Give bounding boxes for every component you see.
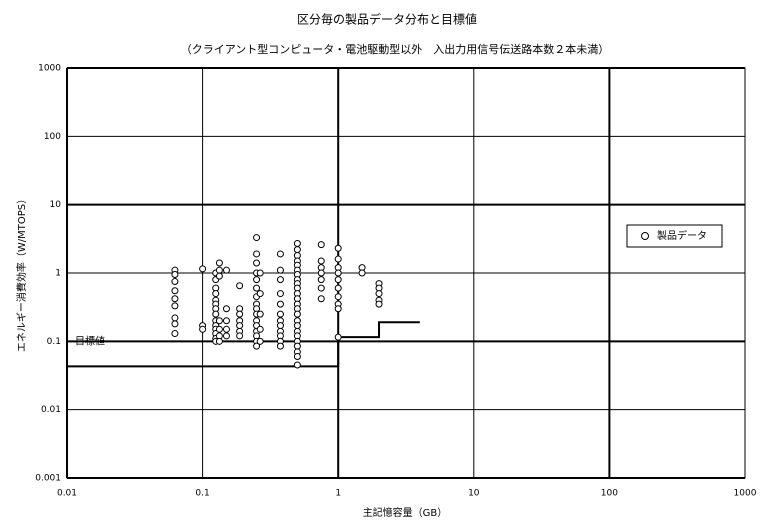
data-point [222, 325, 230, 333]
data-point [276, 300, 284, 308]
data-point [253, 342, 261, 350]
data-point [334, 284, 342, 292]
x-axis-title: 主記憶容量（GB） [363, 506, 448, 519]
data-point [276, 250, 284, 258]
data-point [215, 325, 223, 333]
x-tick-label: 1000 [734, 489, 757, 499]
data-point [253, 284, 261, 292]
x-tick-label: 10 [468, 489, 480, 499]
data-point [317, 276, 325, 284]
data-point [171, 278, 179, 286]
data-point [222, 305, 230, 313]
legend-marker [641, 232, 649, 240]
legend-box [626, 224, 723, 248]
data-point [215, 272, 223, 280]
data-point [276, 342, 284, 350]
data-point [317, 269, 325, 277]
data-point [212, 290, 220, 298]
target-label: 目標値 [75, 334, 105, 347]
data-point [293, 240, 301, 248]
data-point [236, 332, 244, 340]
data-point [171, 287, 179, 295]
data-point [293, 352, 301, 360]
y-tick-label: 0.1 [47, 337, 61, 347]
data-point [171, 271, 179, 279]
data-point [293, 322, 301, 330]
chart-title: 区分毎の製品データ分布と目標値 [297, 12, 477, 27]
data-point [171, 295, 179, 303]
chart-subtitle: （クライアント型コンピュータ・電池駆動型以外 入出力用信号伝送路本数２本未満） [181, 42, 610, 56]
data-point [293, 310, 301, 318]
data-point [276, 290, 284, 298]
data-point [293, 342, 301, 350]
y-tick-label: 100 [44, 132, 61, 142]
data-point [334, 244, 342, 252]
data-point [317, 295, 325, 303]
data-point [212, 310, 220, 318]
y-tick-label: 0.001 [35, 474, 61, 484]
data-point [215, 266, 223, 274]
data-point [253, 259, 261, 267]
data-point [276, 310, 284, 318]
y-tick-label: 1000 [38, 64, 61, 74]
data-point [375, 290, 383, 298]
data-point [334, 293, 342, 301]
data-point [256, 269, 264, 277]
data-point [222, 266, 230, 274]
data-point [215, 259, 223, 267]
data-point [293, 246, 301, 254]
data-point [253, 234, 261, 242]
x-tick-label: 0.01 [57, 489, 77, 499]
data-point [334, 333, 342, 341]
data-point [171, 314, 179, 322]
data-point [199, 325, 207, 333]
data-point [171, 302, 179, 310]
data-point [256, 290, 264, 298]
legend-label: 製品データ [657, 229, 707, 242]
y-tick-label: 10 [50, 200, 62, 210]
data-point [171, 320, 179, 328]
data-point [334, 255, 342, 263]
data-point [222, 317, 230, 325]
data-point [276, 322, 284, 330]
data-point [236, 310, 244, 318]
data-point [334, 269, 342, 277]
data-point [236, 282, 244, 290]
data-point [276, 266, 284, 274]
x-tick-label: 1 [335, 489, 341, 499]
target-line [67, 321, 420, 368]
data-point [358, 269, 366, 277]
data-point [317, 241, 325, 249]
data-point [215, 337, 223, 345]
x-tick-label: 100 [601, 489, 618, 499]
data-point [375, 300, 383, 308]
data-point [215, 317, 223, 325]
data-point [334, 276, 342, 284]
data-point [256, 325, 264, 333]
data-point [236, 322, 244, 330]
y-axis-title: エネルギー消費効率（W/MTOPS） [15, 194, 28, 352]
data-point [276, 276, 284, 284]
data-point [199, 265, 207, 273]
data-point [253, 276, 261, 284]
data-point [253, 250, 261, 258]
data-point [256, 310, 264, 318]
data-point [256, 337, 264, 345]
x-tick-label: 0.1 [195, 489, 209, 499]
data-point [293, 361, 301, 369]
data-point [317, 257, 325, 265]
data-point [317, 284, 325, 292]
y-tick-label: 1 [55, 269, 61, 279]
data-point [222, 332, 230, 340]
y-tick-label: 0.01 [41, 405, 61, 415]
data-point [334, 305, 342, 313]
data-point [171, 330, 179, 338]
